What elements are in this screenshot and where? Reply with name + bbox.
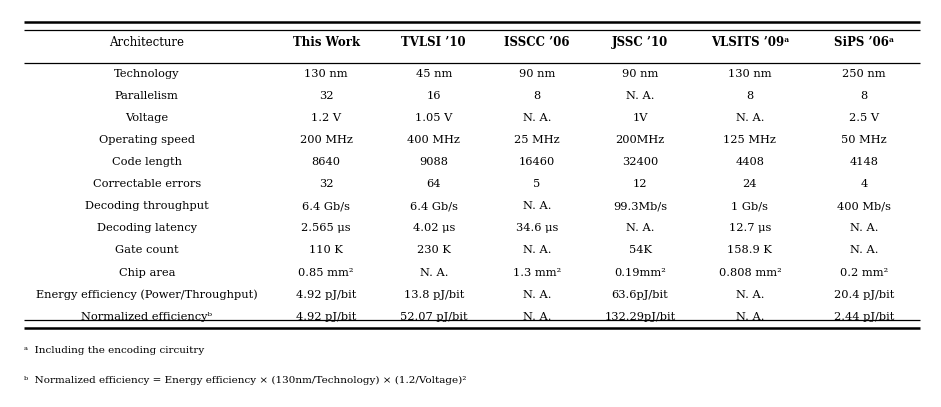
Text: TVLSI ’10: TVLSI ’10 (402, 36, 466, 49)
Text: 1V: 1V (632, 113, 647, 123)
Text: ᵃ  Including the encoding circuitry: ᵃ Including the encoding circuitry (24, 346, 204, 354)
Text: Architecture: Architecture (109, 36, 184, 49)
Text: Chip area: Chip area (119, 267, 175, 278)
Text: 130 nm: 130 nm (728, 69, 772, 79)
Text: 1.3 mm²: 1.3 mm² (513, 267, 561, 278)
Text: Correctable errors: Correctable errors (93, 179, 201, 189)
Text: 4: 4 (861, 179, 868, 189)
Text: 1.2 V: 1.2 V (311, 113, 342, 123)
Text: 400 Mb/s: 400 Mb/s (837, 201, 891, 211)
Text: Decoding throughput: Decoding throughput (85, 201, 209, 211)
Text: SiPS ’06ᵃ: SiPS ’06ᵃ (834, 36, 895, 49)
Text: 0.85 mm²: 0.85 mm² (298, 267, 354, 278)
Text: 90 nm: 90 nm (622, 69, 659, 79)
Text: 8: 8 (746, 91, 754, 101)
Text: Energy efficiency (Power/Throughput): Energy efficiency (Power/Throughput) (36, 289, 258, 300)
Text: 200 MHz: 200 MHz (300, 135, 353, 145)
Text: Operating speed: Operating speed (99, 135, 195, 145)
Text: 8640: 8640 (311, 157, 341, 167)
Text: JSSC ’10: JSSC ’10 (612, 36, 668, 49)
Text: 12.7 μs: 12.7 μs (728, 223, 771, 234)
Text: 32400: 32400 (622, 157, 658, 167)
Text: 2.565 μs: 2.565 μs (301, 223, 351, 234)
Text: 54K: 54K (629, 245, 651, 256)
Text: N. A.: N. A. (420, 267, 448, 278)
Text: 4408: 4408 (736, 157, 764, 167)
Text: 32: 32 (319, 179, 333, 189)
Text: N. A.: N. A. (736, 312, 764, 322)
Text: 45 nm: 45 nm (416, 69, 452, 79)
Text: 2.44 pJ/bit: 2.44 pJ/bit (834, 312, 895, 322)
Text: 1 Gb/s: 1 Gb/s (731, 201, 769, 211)
Text: Parallelism: Parallelism (115, 91, 179, 101)
Text: 130 nm: 130 nm (304, 69, 348, 79)
Text: 16460: 16460 (518, 157, 555, 167)
Text: 4148: 4148 (850, 157, 879, 167)
Text: 34.6 μs: 34.6 μs (516, 223, 558, 234)
Text: 24: 24 (742, 179, 758, 189)
Text: 158.9 K: 158.9 K (727, 245, 773, 256)
Text: ISSCC ’06: ISSCC ’06 (504, 36, 569, 49)
Text: 2.5 V: 2.5 V (849, 113, 879, 123)
Text: 132.29pJ/bit: 132.29pJ/bit (604, 312, 676, 322)
Text: 8: 8 (861, 91, 868, 101)
Text: N. A.: N. A. (736, 113, 764, 123)
Text: 110 K: 110 K (310, 245, 343, 256)
Text: Voltage: Voltage (125, 113, 168, 123)
Text: 250 nm: 250 nm (842, 69, 886, 79)
Text: 63.6pJ/bit: 63.6pJ/bit (612, 289, 668, 300)
Text: 64: 64 (426, 179, 441, 189)
Text: This Work: This Work (293, 36, 359, 49)
Text: 4.02 μs: 4.02 μs (412, 223, 455, 234)
Text: 0.2 mm²: 0.2 mm² (840, 267, 888, 278)
Text: 6.4 Gb/s: 6.4 Gb/s (302, 201, 350, 211)
Text: N. A.: N. A. (850, 245, 879, 256)
Text: 16: 16 (426, 91, 441, 101)
Text: 13.8 pJ/bit: 13.8 pJ/bit (404, 289, 464, 300)
Text: N. A.: N. A. (626, 223, 654, 234)
Text: 52.07 pJ/bit: 52.07 pJ/bit (400, 312, 468, 322)
Text: 0.808 mm²: 0.808 mm² (719, 267, 781, 278)
Text: 99.3Mb/s: 99.3Mb/s (613, 201, 667, 211)
Text: N. A.: N. A. (522, 113, 551, 123)
Text: 400 MHz: 400 MHz (407, 135, 460, 145)
Text: 200MHz: 200MHz (615, 135, 664, 145)
Text: 9088: 9088 (420, 157, 448, 167)
Text: N. A.: N. A. (522, 312, 551, 322)
Text: N. A.: N. A. (522, 245, 551, 256)
Text: 12: 12 (632, 179, 647, 189)
Text: VLSITS ’09ᵃ: VLSITS ’09ᵃ (710, 36, 789, 49)
Text: 32: 32 (319, 91, 333, 101)
Text: Normalized efficiencyᵇ: Normalized efficiencyᵇ (81, 312, 213, 322)
Text: 4.92 pJ/bit: 4.92 pJ/bit (296, 289, 357, 300)
Text: 90 nm: 90 nm (518, 69, 555, 79)
Text: N. A.: N. A. (736, 289, 764, 300)
Text: N. A.: N. A. (522, 289, 551, 300)
Text: 125 MHz: 125 MHz (724, 135, 776, 145)
Text: 1.05 V: 1.05 V (415, 113, 453, 123)
Text: N. A.: N. A. (522, 201, 551, 211)
Text: 8: 8 (534, 91, 540, 101)
Text: 0.19mm²: 0.19mm² (614, 267, 666, 278)
Text: 50 MHz: 50 MHz (841, 135, 887, 145)
Text: 25 MHz: 25 MHz (514, 135, 560, 145)
Text: Decoding latency: Decoding latency (97, 223, 197, 234)
Text: Code length: Code length (112, 157, 182, 167)
Text: 5: 5 (534, 179, 540, 189)
Text: 6.4 Gb/s: 6.4 Gb/s (409, 201, 458, 211)
Text: 4.92 pJ/bit: 4.92 pJ/bit (296, 312, 357, 322)
Text: N. A.: N. A. (626, 91, 654, 101)
Text: 230 K: 230 K (417, 245, 451, 256)
Text: Technology: Technology (114, 69, 180, 79)
Text: ᵇ  Normalized efficiency = Energy efficiency × (130nm/Technology) × (1.2/Voltage: ᵇ Normalized efficiency = Energy efficie… (24, 376, 466, 385)
Text: Gate count: Gate count (115, 245, 179, 256)
Text: 20.4 pJ/bit: 20.4 pJ/bit (834, 289, 895, 300)
Text: N. A.: N. A. (850, 223, 879, 234)
